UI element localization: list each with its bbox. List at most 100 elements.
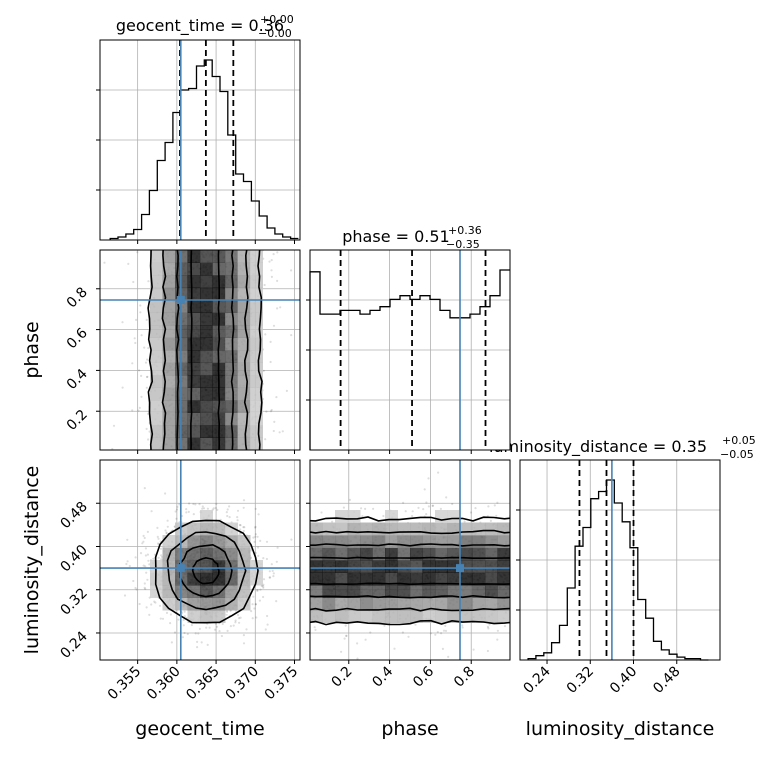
sample-point <box>464 521 466 523</box>
sample-point <box>127 560 129 562</box>
density-cell <box>188 263 201 276</box>
sample-point <box>183 619 185 621</box>
sample-point <box>216 509 218 511</box>
sample-point <box>150 603 152 605</box>
sample-point <box>162 618 164 620</box>
sample-point <box>254 541 256 543</box>
sample-point <box>143 535 145 537</box>
sample-point <box>496 639 498 641</box>
sample-point <box>147 438 149 440</box>
sample-point <box>183 624 185 626</box>
sample-point <box>331 521 333 523</box>
sample-point <box>255 533 257 535</box>
sample-point <box>361 515 363 517</box>
title-phase-lower: −0.35 <box>446 238 480 251</box>
sample-point <box>221 635 223 637</box>
sample-point <box>156 527 158 529</box>
sample-point <box>205 627 207 629</box>
title-geocent-time-lower: −0.00 <box>258 27 292 40</box>
sample-point <box>144 582 146 584</box>
truth-marker <box>177 564 185 572</box>
sample-point <box>243 507 245 509</box>
sample-point <box>134 342 136 344</box>
sample-point <box>164 492 166 494</box>
sample-point <box>103 262 105 264</box>
sample-point <box>147 554 149 556</box>
sample-point <box>226 611 228 613</box>
density-cell <box>150 300 163 313</box>
sample-point <box>135 556 137 558</box>
y-axis-label-luminosity-distance: luminosity_distance <box>21 466 43 655</box>
sample-point <box>237 510 239 512</box>
sample-point <box>137 410 139 412</box>
sample-point <box>144 487 146 489</box>
density-cell <box>188 300 201 313</box>
truth-marker <box>177 296 185 304</box>
density-cell <box>200 350 213 363</box>
sample-point <box>273 325 275 327</box>
sample-point <box>286 390 288 392</box>
density-cell <box>188 375 201 388</box>
sample-point <box>146 387 148 389</box>
sample-point <box>164 529 166 531</box>
sample-point <box>195 632 197 634</box>
sample-point <box>226 614 228 616</box>
title-geocent-time-upper: +0.00 <box>260 13 294 26</box>
title-luminosity-distance-lower: −0.05 <box>720 448 754 461</box>
density-cell <box>188 400 201 413</box>
sample-point <box>145 554 147 556</box>
sample-point <box>407 636 409 638</box>
sample-point <box>443 630 445 632</box>
sample-point <box>345 625 347 627</box>
sample-point <box>146 428 148 430</box>
sample-point <box>252 537 254 539</box>
density-cell <box>250 438 263 451</box>
sample-point <box>176 506 178 508</box>
sample-point <box>146 359 148 361</box>
sample-point <box>176 508 178 510</box>
sample-point <box>207 508 209 510</box>
sample-point <box>257 536 259 538</box>
density-cell <box>200 263 213 276</box>
density-cell <box>225 400 238 413</box>
sample-point <box>140 375 142 377</box>
sample-point <box>364 508 366 510</box>
sample-point <box>193 513 195 515</box>
density-cell <box>150 400 163 413</box>
title-luminosity-distance: luminosity_distance = 0.35 <box>489 437 707 457</box>
sample-point <box>264 333 266 335</box>
sample-point <box>143 347 145 349</box>
sample-point <box>125 563 127 565</box>
sample-point <box>153 601 155 603</box>
sample-point <box>422 508 424 510</box>
sample-point <box>183 632 185 634</box>
sample-point <box>411 515 413 517</box>
sample-point <box>262 585 264 587</box>
sample-point <box>132 281 134 283</box>
sample-point <box>405 510 407 512</box>
sample-point <box>440 508 442 510</box>
sample-point <box>185 508 187 510</box>
sample-point <box>440 632 442 634</box>
sample-point <box>259 600 261 602</box>
sample-point <box>255 508 257 510</box>
sample-point <box>236 516 238 518</box>
sample-point <box>202 505 204 507</box>
sample-point <box>271 259 273 261</box>
density-cell <box>225 338 238 351</box>
sample-point <box>157 542 159 544</box>
density-cell <box>188 350 201 363</box>
sample-point <box>264 438 266 440</box>
sample-point <box>254 536 256 538</box>
density-cell <box>225 288 238 301</box>
density-cell <box>150 388 163 401</box>
sample-point <box>197 632 199 634</box>
sample-point <box>201 508 203 510</box>
x-axis-label-luminosity-distance: luminosity_distance <box>526 718 715 740</box>
sample-point <box>147 560 149 562</box>
y-axis-label-phase: phase <box>21 321 43 378</box>
sample-point <box>349 499 351 501</box>
sample-point <box>136 251 138 253</box>
sample-point <box>135 319 137 321</box>
